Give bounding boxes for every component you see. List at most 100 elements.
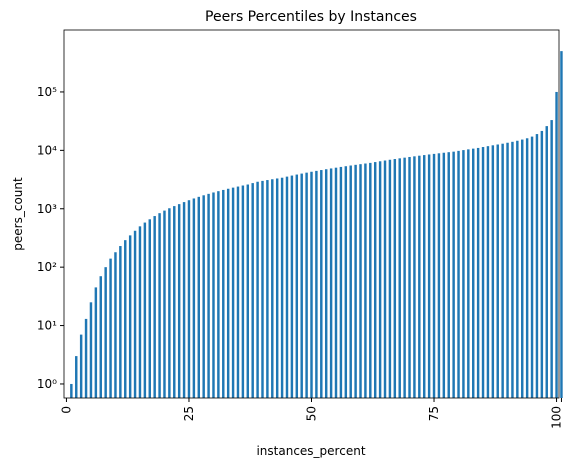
bar [560,51,563,399]
bar [467,149,470,398]
bar [280,177,284,398]
bar [70,383,73,398]
bar [271,179,274,398]
x-tick-label: 50 [305,406,319,421]
bar [177,204,181,398]
bar [359,164,362,398]
bar [462,150,465,398]
bar [521,139,524,398]
bar [334,167,338,398]
bar [128,235,132,398]
bar [476,147,480,398]
bar [427,154,431,398]
bar [192,198,196,398]
x-tick-label: 75 [427,406,441,421]
bar [207,193,210,398]
bar [369,162,372,398]
bar [295,174,299,398]
bar [457,150,460,398]
bar [329,168,333,398]
bar [516,140,519,399]
bar [119,246,122,398]
bar [222,189,225,398]
bar [275,178,279,398]
bar [124,240,127,398]
bar [246,184,250,398]
bar [378,161,382,398]
bar [437,153,441,398]
bar [173,206,176,398]
bar [324,169,328,398]
bar [241,185,245,398]
bar [525,138,529,398]
plot-frame [63,29,560,399]
y-tick-label: 10² [37,260,57,274]
bar [472,148,475,398]
bar [153,216,156,398]
bar [79,334,83,398]
bar [163,210,166,398]
y-tick-label: 10¹ [37,319,57,333]
bar [197,196,201,398]
bar [261,180,264,398]
bar [344,166,348,398]
bar [133,230,137,398]
bar [202,195,205,398]
bar [506,142,509,398]
bar [393,159,397,398]
bar [104,267,107,398]
bar [530,136,534,398]
x-tick-label: 25 [182,406,196,421]
bar [481,147,485,398]
bar [251,183,254,398]
bar [398,158,401,398]
bar [511,141,514,399]
bar [114,252,117,398]
bar [349,165,352,398]
bar [535,134,539,398]
bar [138,226,142,398]
bar [408,156,411,398]
bar [373,162,377,398]
bar [148,219,151,398]
y-tick-label: 10⁵ [37,85,57,99]
x-tick-label: 100 [550,406,564,429]
x-axis-label: instances_percent [256,444,365,458]
bar [182,202,186,398]
y-axis-label: peers_count [11,177,25,251]
bar [320,170,323,398]
y-tick-label: 10³ [37,202,57,216]
bar [354,164,357,398]
bar [89,302,93,398]
bar [447,152,450,398]
bar [300,173,303,398]
y-tick-label: 10⁰ [37,377,57,391]
bar [217,191,220,398]
bar [442,152,446,398]
bar [491,145,495,398]
bar [496,144,499,398]
bar [432,153,436,398]
bar [413,156,416,398]
chart-title: Peers Percentiles by Instances [205,9,417,25]
bar [256,181,259,398]
bar [231,187,235,398]
bar [486,146,490,398]
bar [236,186,240,398]
bar [99,276,102,398]
bar [383,160,387,398]
bar [75,356,78,398]
bar [550,120,553,399]
y-tick-label: 10⁴ [37,143,57,157]
bar [540,130,544,398]
x-tick-label: 0 [59,406,73,414]
bar [84,318,88,398]
bar [555,91,558,399]
bar [143,222,147,398]
bar [168,208,171,398]
bar [403,157,406,398]
bar [310,171,313,398]
bar [501,143,504,398]
bar [418,155,421,398]
